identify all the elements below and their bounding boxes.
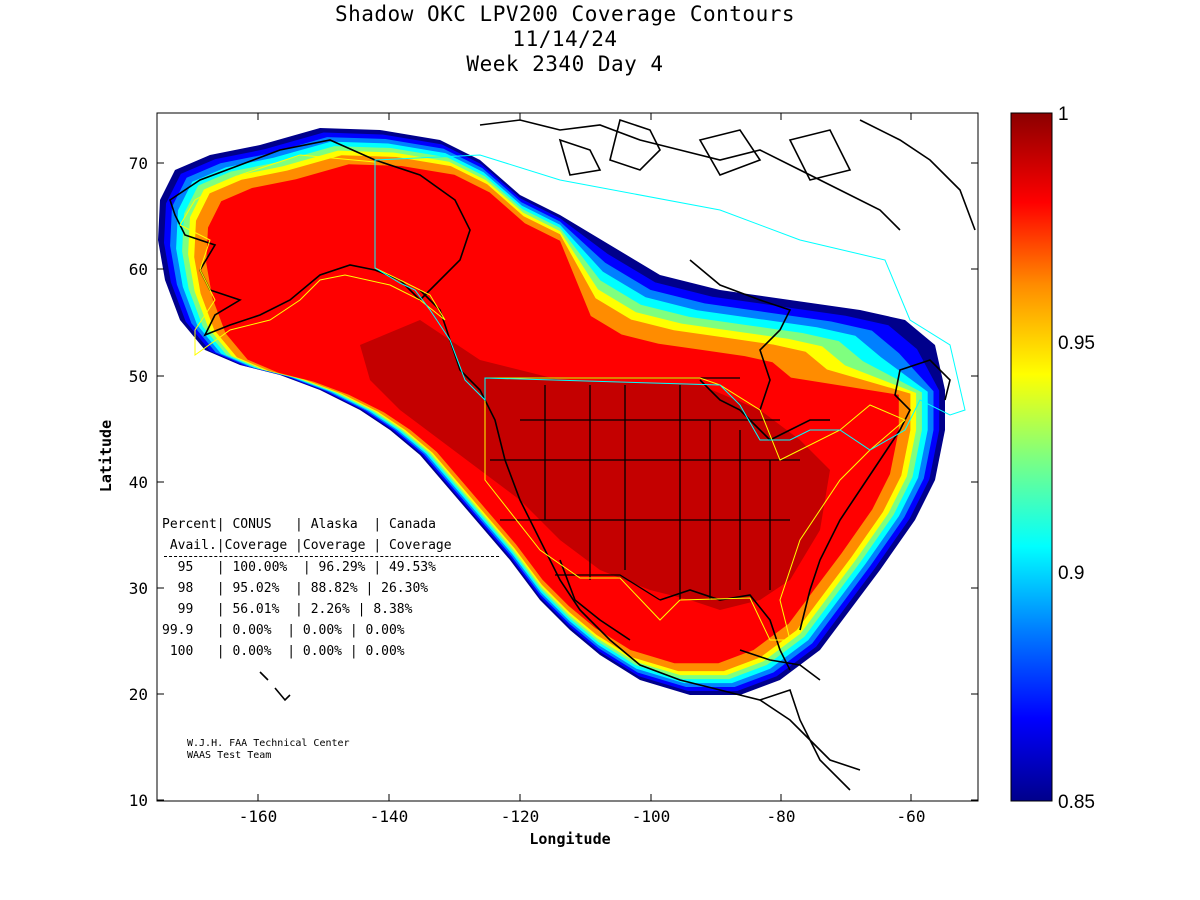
y-tick-label: 50 <box>129 367 148 386</box>
table-row: 99 | 56.01% | 2.26% | 8.38% <box>162 602 413 617</box>
table-header-2: Avail.|Coverage |Coverage | Coverage <box>162 538 452 553</box>
table-divider <box>164 556 499 557</box>
chart-title: Shadow OKC LPV200 Coverage Contours <box>334 2 795 26</box>
chart-week-day: Week 2340 Day 4 <box>466 52 664 76</box>
y-tick-label: 70 <box>129 154 148 173</box>
x-tick-label: -80 <box>767 807 796 826</box>
y-axis-labels: 70 60 50 40 30 20 10 <box>129 154 148 810</box>
chart-date: 11/14/24 <box>512 27 618 51</box>
table-row: 98 | 95.02% | 88.82% | 26.30% <box>162 581 429 596</box>
credit-line-2: WAAS Test Team <box>187 750 272 761</box>
axis-ticks <box>157 113 978 801</box>
y-tick-label: 30 <box>129 579 148 598</box>
y-tick-label: 20 <box>129 685 148 704</box>
colorbar-label: 1 <box>1058 104 1069 125</box>
table-row: 100 | 0.00% | 0.00% | 0.00% <box>162 644 405 659</box>
plot-frame <box>156 112 979 802</box>
y-tick-label: 40 <box>129 473 148 492</box>
table-row: 99.9 | 0.00% | 0.00% | 0.00% <box>162 623 405 638</box>
x-axis-title: Longitude <box>529 830 610 848</box>
colorbar-label: 0.95 <box>1058 333 1095 354</box>
region-outlines <box>179 154 966 641</box>
x-tick-label: -60 <box>897 807 926 826</box>
colorbar-label: 0.9 <box>1058 563 1084 584</box>
x-tick-label: -160 <box>239 807 278 826</box>
y-tick-label: 60 <box>129 260 148 279</box>
x-tick-label: -140 <box>370 807 409 826</box>
x-tick-label: -100 <box>632 807 671 826</box>
colorbar-label: 0.85 <box>1058 792 1095 813</box>
table-header-1: Percent| CONUS | Alaska | Canada <box>162 517 436 532</box>
y-axis-title: Latitude <box>97 420 115 492</box>
x-axis-labels: -160 -140 -120 -100 -80 -60 <box>239 807 926 826</box>
table-row: 95 | 100.00% | 96.29% | 49.53% <box>162 560 436 575</box>
x-tick-label: -120 <box>501 807 540 826</box>
colorbar <box>1010 112 1053 802</box>
credit-line-1: W.J.H. FAA Technical Center <box>187 738 350 749</box>
y-tick-label: 10 <box>129 791 148 810</box>
